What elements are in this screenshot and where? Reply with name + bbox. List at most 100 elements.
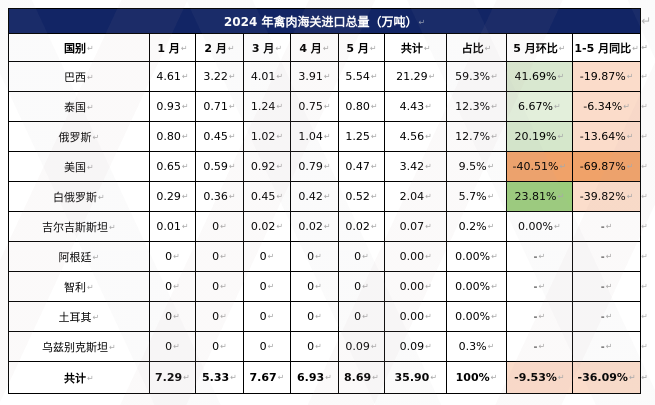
cell-value: 1.24 [250, 100, 276, 113]
paragraph-mark-icon: ↵ [315, 252, 322, 261]
paragraph-mark-icon: ↵ [484, 43, 492, 53]
paragraph-mark-icon: ↵ [173, 312, 180, 321]
paragraph-mark-icon: ↵ [228, 102, 236, 111]
month-2-cell: 0↵ [195, 211, 244, 242]
mom-change-cell: -40.51%↵ [505, 151, 574, 182]
cell-value: 0.36 [203, 190, 228, 203]
cell-value: 4.01 [250, 70, 276, 83]
table-row: 俄罗斯↵ 0.80↵ 0.45↵ 1.02↵ 1.04↵ 1.25↵ 4.56↵ 12.7%↵… [8, 121, 655, 152]
cell-value: 0.02 [345, 220, 370, 233]
paragraph-mark-icon: ↵ [557, 192, 565, 201]
column-header-label: 占比 [461, 41, 484, 55]
cell-value: 0.00 [399, 310, 425, 323]
table-title-row: 2024 年禽肉海关进口总量（万吨）↵ ↵ [7, 8, 655, 34]
country-cell: 吉尔吉斯斯坦↵ [8, 211, 150, 242]
paragraph-mark-icon: ↵ [108, 342, 116, 352]
paragraph-mark-icon: ↵ [323, 72, 331, 81]
paragraph-mark-icon: ↵ [430, 373, 438, 382]
paragraph-mark-icon: ↵ [267, 312, 275, 321]
cell-value: 0 [259, 340, 267, 353]
paragraph-mark-icon: ↵ [491, 282, 498, 291]
country-cell: 智利↵ [8, 271, 150, 302]
paragraph-mark-icon: ↵ [553, 222, 561, 231]
month-2-cell: 0.59↵ [195, 151, 244, 182]
country-label: 吉尔吉斯斯坦 [41, 220, 108, 234]
cell-value: -6.34% [583, 100, 623, 113]
cell-value: 0.07 [399, 220, 425, 233]
paragraph-mark-icon: ↵ [538, 312, 546, 321]
end-of-row-mark-icon: ↵ [641, 342, 648, 351]
paragraph-mark-icon: ↵ [220, 342, 227, 351]
cell-value: 0.45 [203, 130, 228, 143]
cell-value: 3.22 [203, 70, 228, 83]
paragraph-mark-icon: ↵ [267, 252, 275, 261]
end-of-row-mark-icon: ↵ [641, 192, 648, 201]
mom-change-cell: -↵ [505, 241, 574, 272]
month-1-cell: 0↵ [148, 271, 197, 302]
month-5-cell: 0.47↵ [337, 151, 386, 182]
cell-value: 4.61 [156, 70, 181, 83]
yoy-change-cell: -13.64%↵ [572, 121, 642, 152]
month-5-cell: 0↵ [337, 301, 386, 332]
cell-value: 0.42 [298, 190, 323, 203]
column-header-label: 5 月环比 [513, 41, 558, 55]
yoy-change-cell: -19.87%↵ [572, 61, 642, 92]
cell-value: - [533, 310, 538, 323]
column-header-label: 5 月 [346, 41, 369, 55]
paragraph-mark-icon: ↵ [362, 282, 369, 291]
total-row: 共计↵ 7.29↵ 5.33↵ 7.67↵ 6.93↵ 8.69↵ 35.90↵ 100%↵ -… [8, 361, 655, 394]
sum-cell: 0.00↵ [384, 301, 448, 332]
sum-cell: 4.56↵ [384, 121, 448, 152]
paragraph-mark-icon: ↵ [181, 162, 189, 171]
country-cell: 巴西↵ [8, 61, 150, 92]
cell-value: 0.80 [345, 100, 370, 113]
yoy-change-cell: -↵ [572, 271, 642, 302]
paragraph-mark-icon: ↵ [276, 162, 284, 171]
paragraph-mark-icon: ↵ [315, 342, 322, 351]
cell-value: 0.92 [250, 160, 276, 173]
mom-change-cell: 41.69%↵ [505, 61, 574, 92]
sum-cell: 2.04↵ [384, 181, 448, 212]
cell-value: 0.52 [345, 190, 370, 203]
country-label: 阿根廷 [58, 250, 92, 264]
cell-value: 0 [307, 280, 315, 293]
paragraph-mark-icon: ↵ [487, 222, 495, 231]
end-of-row-mark-icon: ↵ [641, 14, 652, 28]
country-cell: 乌兹别克斯坦↵ [8, 331, 150, 362]
country-label: 乌兹别克斯坦 [41, 340, 108, 354]
column-header-6: 共计↵ [384, 33, 448, 62]
paragraph-mark-icon: ↵ [557, 373, 565, 382]
cell-value: 0.00% [455, 280, 491, 293]
month-5-cell: 0↵ [337, 241, 386, 272]
cell-value: 0 [165, 280, 173, 293]
column-header-4: 4 月↵ [290, 33, 339, 62]
month-3-cell: 1.02↵ [242, 121, 292, 152]
paragraph-mark-icon: ↵ [425, 282, 432, 291]
cell-value: 0 [165, 340, 173, 353]
paragraph-mark-icon: ↵ [86, 72, 94, 82]
paragraph-mark-icon: ↵ [369, 43, 377, 53]
month-3-cell: 4.01↵ [242, 61, 292, 92]
paragraph-mark-icon: ↵ [425, 312, 432, 321]
month-3-cell: 7.67↵ [242, 361, 292, 394]
yoy-change-cell: -39.82%↵ [572, 181, 642, 212]
cell-value: 0.00% [455, 250, 491, 263]
paragraph-mark-icon: ↵ [626, 132, 634, 141]
month-5-cell: 0.80↵ [337, 91, 386, 122]
table-row: 乌兹别克斯坦↵ 0↵ 0↵ 0↵ 0↵ 0.09↵ 0.09↵ 0.3%↵ -↵ -↵ ↵ [8, 331, 655, 362]
paragraph-mark-icon: ↵ [180, 43, 188, 53]
column-header-5: 5 月↵ [337, 33, 386, 62]
month-3-cell: 0↵ [242, 331, 292, 362]
cell-value: -13.64% [579, 130, 626, 143]
end-of-row-mark-icon: ↵ [641, 373, 648, 382]
paragraph-mark-icon: ↵ [632, 43, 639, 53]
month-1-cell: 0.29↵ [148, 181, 197, 212]
column-header-label: 4 月 [299, 41, 322, 55]
paragraph-mark-icon: ↵ [86, 43, 94, 53]
month-3-cell: 0.92↵ [242, 151, 292, 182]
paragraph-mark-icon: ↵ [557, 72, 565, 81]
month-4-cell: 6.93↵ [290, 361, 339, 394]
cell-value: 59.3% [455, 70, 491, 83]
paragraph-mark-icon: ↵ [487, 342, 495, 351]
paragraph-mark-icon: ↵ [626, 162, 634, 171]
